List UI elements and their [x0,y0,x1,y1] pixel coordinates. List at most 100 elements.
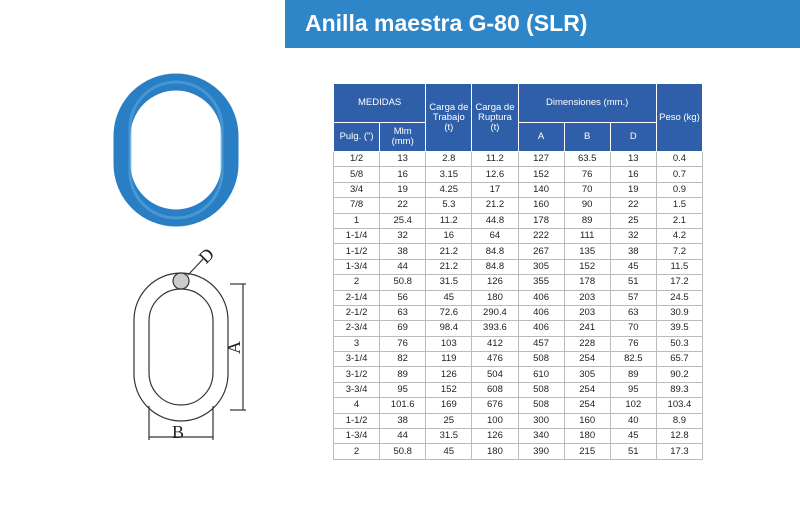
table-row: 1-3/4 44 31.5 126 340 180 45 12.8 [332,428,704,445]
table-cell: 390 [517,443,565,460]
table-cell: 178 [563,274,611,291]
table-cell: 203 [563,304,611,322]
header-cell: A [517,122,565,152]
table-cell: 1-1/2 [332,243,381,260]
table-cell: 32 [379,227,427,245]
table-cell: 21.2 [425,243,473,260]
table-cell: 152 [563,258,611,276]
table-cell: 608 [471,381,519,399]
table-cell: 1-1/4 [332,227,381,245]
table-cell: 16 [379,166,427,183]
table-cell: 4.2 [655,227,704,245]
table-cell: 89 [563,212,611,229]
table-cell: 180 [471,443,519,460]
table-cell: 98.4 [425,320,473,337]
table-row: 3 76 103 412 457 228 76 50.3 [332,335,704,353]
table-cell: 25 [609,212,657,229]
table-cell: 31.5 [425,274,473,291]
table-cell: 4.25 [425,181,473,199]
table-cell: 406 [517,304,565,322]
table-cell: 38 [379,412,427,430]
table-cell: 7/8 [332,197,381,214]
table-cell: 305 [517,258,565,276]
table-cell: 90.2 [655,366,704,383]
table-cell: 160 [517,197,565,214]
table-cell: 152 [517,166,565,183]
table-cell: 1/2 [332,150,381,168]
table-cell: 63 [609,304,657,322]
table-cell: 100 [471,412,519,430]
table-cell: 44 [379,258,427,276]
table-cell: 19 [379,181,427,199]
table-cell: 70 [609,320,657,337]
table-cell: 676 [471,397,519,414]
table-cell: 127 [517,150,565,168]
ring-illustration: A B D [113,73,246,442]
table-cell: 203 [563,289,611,306]
table-cell: 89 [609,366,657,383]
table-cell: 90 [563,197,611,214]
spec-table: MEDIDAS Carga de Trabajo (t) Carga de Ru… [332,83,704,460]
table-cell: 8.9 [655,412,704,430]
table-cell: 95 [609,381,657,399]
table-cell: 215 [563,443,611,460]
table-cell: 51 [609,443,657,460]
header-cell: MEDIDAS [332,83,427,123]
table-row: 7/8 22 5.3 21.2 160 90 22 1.5 [332,197,704,214]
table-cell: 508 [517,397,565,414]
table-cell: 45 [425,289,473,306]
table-cell: 457 [517,335,565,353]
table-cell: 406 [517,289,565,306]
table-cell: 0.9 [655,181,704,199]
table-cell: 72.6 [425,304,473,322]
table-cell: 2-1/4 [332,289,381,306]
table-row: 2-3/4 69 98.4 393.6 406 241 70 39.5 [332,320,704,337]
table-cell: 2 [332,274,381,291]
table-cell: 25 [425,412,473,430]
table-row: 1/2 13 2.8 11.2 127 63.5 13 0.4 [332,150,704,168]
table-cell: 254 [563,381,611,399]
table-cell: 3/4 [332,181,381,199]
table-cell: 508 [517,351,565,368]
table-cell: 0.7 [655,166,704,183]
table-cell: 32 [609,227,657,245]
table-row: 1-1/2 38 25 100 300 160 40 8.9 [332,412,704,430]
header-cell: Carga de Trabajo (t) [425,83,473,152]
table-cell: 21.2 [471,197,519,214]
table-row: 1 25.4 11.2 44.8 178 89 25 2.1 [332,212,704,229]
header-cell: Peso (kg) [655,83,704,152]
header-cell: Mlm (mm) [379,122,427,152]
table-cell: 25.4 [379,212,427,229]
table-cell: 40 [609,412,657,430]
table-cell: 152 [425,381,473,399]
table-cell: 180 [471,289,519,306]
table-cell: 50.3 [655,335,704,353]
table-cell: 16 [609,166,657,183]
table-cell: 103.4 [655,397,704,414]
table-cell: 21.2 [425,258,473,276]
table-cell: 476 [471,351,519,368]
table-cell: 89.3 [655,381,704,399]
table-cell: 17.2 [655,274,704,291]
table-cell: 65.7 [655,351,704,368]
table-row: 3-1/4 82 119 476 508 254 82.5 65.7 [332,351,704,368]
table-cell: 7.2 [655,243,704,260]
table-cell: 3.15 [425,166,473,183]
table-cell: 76 [563,166,611,183]
table-cell: 228 [563,335,611,353]
table-row: 1-1/4 32 16 64 222 111 32 4.2 [332,227,704,245]
table-cell: 3 [332,335,381,353]
table-cell: 126 [425,366,473,383]
table-row: 5/8 16 3.15 12.6 152 76 16 0.7 [332,166,704,183]
table-cell: 45 [609,258,657,276]
table-cell: 13 [609,150,657,168]
table-cell: 50.8 [379,443,427,460]
table-cell: 406 [517,320,565,337]
table-cell: 290.4 [471,304,519,322]
table-cell: 5/8 [332,166,381,183]
table-cell: 102 [609,397,657,414]
table-cell: 1-3/4 [332,428,381,445]
table-cell: 1.5 [655,197,704,214]
table-cell: 64 [471,227,519,245]
